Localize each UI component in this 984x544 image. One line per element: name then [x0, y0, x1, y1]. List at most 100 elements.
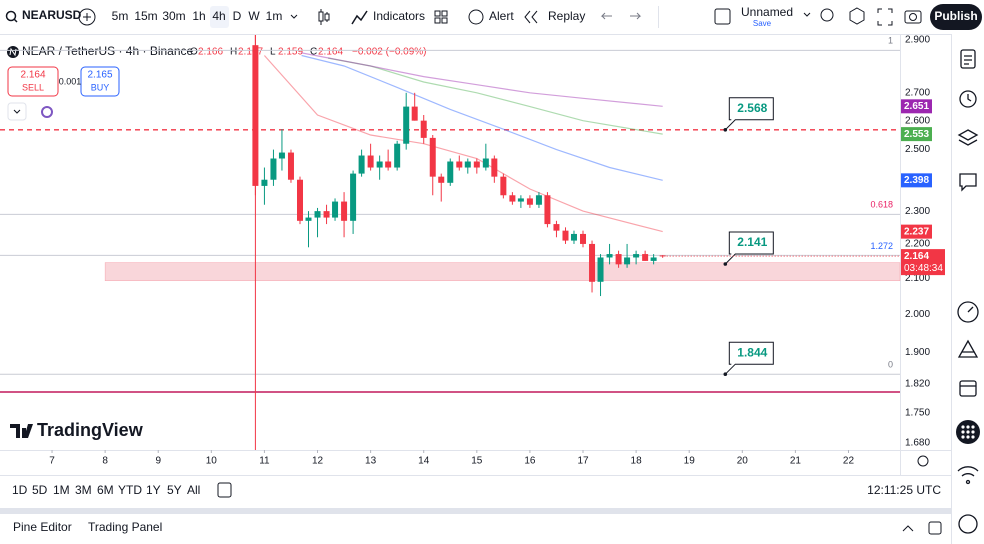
callout-label: 1.844 — [737, 345, 767, 359]
x-tick-label: 8 — [102, 456, 108, 467]
candle-body — [385, 161, 392, 168]
timeframe[interactable]: W — [248, 9, 260, 23]
callout-label: 2.141 — [737, 235, 767, 249]
indicators-label[interactable]: Indicators — [373, 9, 425, 23]
alert-icon[interactable] — [468, 9, 484, 25]
layout-checkbox[interactable] — [714, 8, 731, 25]
range-button[interactable]: YTD — [118, 483, 142, 497]
maximize-panel[interactable] — [928, 521, 942, 535]
redo[interactable] — [630, 12, 642, 20]
x-tick-label: 13 — [365, 456, 377, 467]
x-tick-label: 7 — [49, 456, 55, 467]
timeframe[interactable]: D — [233, 9, 242, 23]
sell-label[interactable]: SELL — [22, 82, 44, 92]
legend-key: H — [230, 47, 237, 58]
alert-label[interactable]: Alert — [489, 9, 514, 23]
legend-value: 2.159 — [278, 47, 303, 58]
indicators-icon[interactable] — [351, 10, 368, 25]
candle-body — [500, 176, 507, 196]
timeframe[interactable]: 1h — [192, 9, 205, 23]
axis-settings[interactable] — [917, 455, 929, 467]
sync-icon[interactable] — [41, 106, 53, 118]
date-range-icon[interactable] — [217, 482, 232, 498]
countdown: 03:48:34 — [904, 263, 943, 274]
sell-button[interactable] — [7, 66, 59, 97]
timeframe[interactable]: 4h — [212, 9, 225, 23]
timeframe[interactable]: 30m — [162, 9, 185, 23]
search-icon[interactable] — [5, 10, 17, 22]
legend-key: O — [190, 47, 198, 58]
buy-label[interactable]: BUY — [91, 82, 110, 92]
last-price-badge — [901, 249, 945, 276]
candle-body — [314, 211, 321, 218]
sidebar-icons[interactable] — [957, 49, 979, 534]
y-tick-label: 1.900 — [905, 347, 930, 358]
candle-body — [570, 233, 577, 241]
buy-price[interactable]: 2.165 — [87, 70, 112, 81]
range-button[interactable]: 1Y — [146, 483, 161, 497]
x-tick-label: 22 — [843, 456, 855, 467]
buy-button[interactable] — [80, 66, 120, 97]
candle-body — [580, 233, 587, 244]
price-badge — [901, 127, 932, 142]
candle-body — [287, 152, 294, 180]
range-button[interactable]: 3M — [75, 483, 92, 497]
replay-icon[interactable] — [524, 10, 538, 24]
candle-body — [367, 155, 374, 168]
replay-label[interactable]: Replay — [548, 9, 585, 23]
y-tick-label: 2.200 — [905, 239, 930, 250]
undo[interactable] — [600, 12, 612, 20]
candle-body — [633, 254, 640, 258]
fib-label: 1 — [888, 36, 893, 46]
callout-label: 2.568 — [737, 101, 767, 115]
candle-body — [411, 106, 418, 121]
chevron[interactable] — [290, 14, 298, 19]
timeframe[interactable]: 15m — [134, 9, 157, 23]
add-symbol[interactable] — [78, 8, 96, 26]
legend-value: 2.167 — [238, 47, 263, 58]
fullscreen[interactable] — [877, 8, 893, 26]
templates-icon[interactable] — [434, 10, 448, 24]
candle-body — [332, 201, 339, 218]
range-button[interactable]: 1M — [53, 483, 70, 497]
timeframe[interactable]: 1m — [266, 9, 283, 23]
moving-average — [263, 55, 663, 233]
candle-body — [606, 254, 613, 258]
range-button[interactable]: 5D — [32, 483, 48, 497]
publish-button[interactable] — [930, 4, 982, 30]
moving-average — [327, 57, 663, 135]
layout-name[interactable]: Unnamed — [741, 5, 793, 19]
range-button[interactable]: 6M — [97, 483, 114, 497]
candle-body — [535, 195, 542, 205]
candle-body — [403, 106, 410, 144]
candle-body — [261, 179, 268, 186]
fib-label: 0.618 — [870, 200, 893, 210]
candle-body — [358, 155, 365, 174]
sell-price[interactable]: 2.164 — [20, 70, 45, 81]
range-button[interactable]: 5Y — [167, 483, 182, 497]
candle-body — [464, 161, 471, 168]
settings[interactable] — [849, 7, 865, 25]
quick-search[interactable] — [820, 8, 834, 22]
last-price-label: 2.164 — [904, 251, 929, 262]
collapse-panel[interactable] — [902, 525, 914, 532]
collapse-button[interactable] — [7, 102, 27, 121]
clock: 12:11:25 UTC — [867, 483, 941, 497]
price-badge-label: 2.398 — [904, 175, 929, 186]
callout-box — [724, 97, 774, 131]
range-button[interactable]: 1D — [12, 483, 28, 497]
snapshot[interactable] — [904, 10, 922, 24]
candle-body — [491, 158, 498, 177]
candle-body — [456, 161, 463, 168]
symbol[interactable]: NEARUSD — [22, 8, 82, 22]
panel-tab[interactable]: Pine Editor — [13, 520, 72, 534]
x-tick-label: 15 — [471, 456, 483, 467]
range-button[interactable]: All — [187, 483, 200, 497]
panel-tab[interactable]: Trading Panel — [88, 520, 162, 534]
y-tick-label: 2.000 — [905, 309, 930, 320]
save-label[interactable]: Save — [753, 19, 772, 28]
timeframe[interactable]: 5m — [112, 9, 129, 23]
publish-label[interactable]: Publish — [934, 9, 977, 23]
